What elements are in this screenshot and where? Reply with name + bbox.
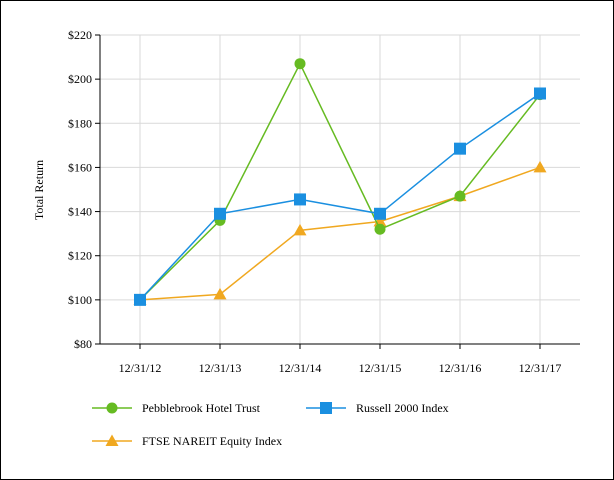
data-point [454,142,466,155]
legend-item: Pebblebrook Hotel Trust [92,401,261,415]
data-point [533,160,547,173]
legend-item: FTSE NAREIT Equity Index [92,434,282,448]
y-tick-label: $180 [68,116,92,130]
data-point [534,87,546,100]
series-line [139,92,541,301]
legend-marker [320,402,332,414]
legend-label: FTSE NAREIT Equity Index [142,434,282,448]
legend-label: Pebblebrook Hotel Trust [142,401,261,415]
series-russell-2000-index [134,87,546,306]
legend-item: Russell 2000 Index [306,401,449,415]
y-tick-label: $220 [68,28,92,42]
data-point [294,58,306,70]
x-tick-label: 12/31/17 [519,361,562,375]
legend-marker [106,402,118,414]
data-point [293,223,307,236]
y-axis-ticks: $80 $100 $120 $140 $160 $180 $200 $220 [68,28,92,351]
data-point [214,207,226,220]
y-tick-label: $120 [68,249,92,263]
x-tick-label: 12/31/12 [119,361,162,375]
series-layer [133,58,547,306]
x-tick-label: 12/31/14 [279,361,322,375]
y-tick-label: $200 [68,72,92,86]
x-tick-label: 12/31/15 [359,361,402,375]
y-tick-label: $80 [74,337,92,351]
y-tick-label: $100 [68,293,92,307]
data-point [134,293,146,306]
data-point [454,190,466,202]
legend: Pebblebrook Hotel Trust Russell 2000 Inde… [92,401,449,448]
data-point [374,207,386,220]
data-point [294,193,306,206]
series-line [139,62,541,301]
axes [95,34,580,349]
y-tick-label: $160 [68,160,92,174]
data-point [374,223,386,235]
series-pebblebrook-hotel-trust [134,58,546,306]
y-tick-label: $140 [68,205,92,219]
x-tick-label: 12/31/16 [439,361,482,375]
legend-marker [105,434,119,446]
x-axis-ticks: 12/31/12 12/31/13 12/31/14 12/31/15 12/31/16… [119,361,562,375]
x-tick-label: 12/31/13 [199,361,242,375]
series-line [139,166,541,301]
grid [100,34,580,344]
y-axis-title: Total Return [32,160,46,220]
series-ftse-nareit-equity-index [133,160,547,305]
data-point [213,287,227,300]
legend-label: Russell 2000 Index [356,401,449,415]
